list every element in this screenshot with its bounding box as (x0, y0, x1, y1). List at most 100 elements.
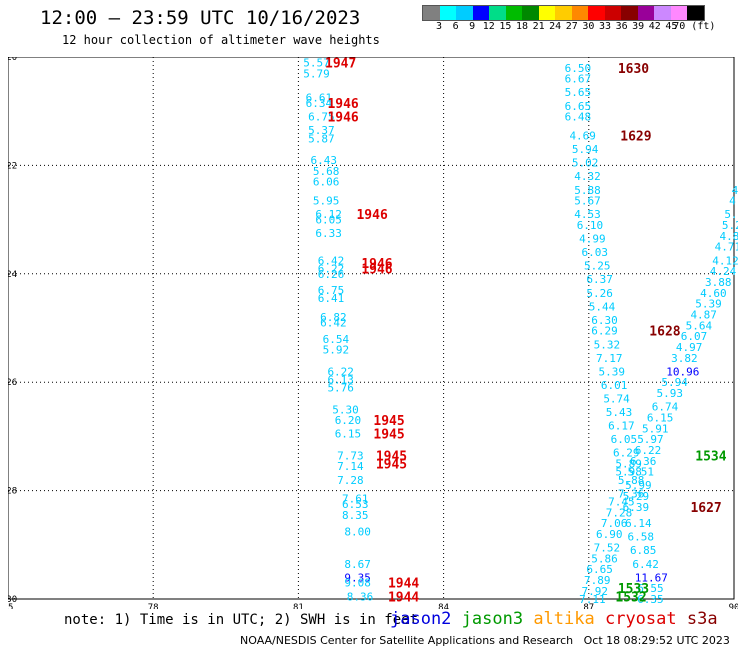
wave-height-label: 6.43 (311, 154, 338, 167)
color-scale-labels: 3 6 9 12 15 18 21 24 27 30 33 36 39 42 45 70 (ft) (0, 21, 740, 35)
wave-height-label: 8.00 (344, 525, 371, 538)
wave-height-label: 5.25 (584, 260, 611, 273)
wave-height-label: 7.17 (596, 352, 623, 365)
wave-height-label: 6.22 (327, 365, 354, 378)
wave-height-label: 5.37 (308, 124, 335, 137)
plot-frame (8, 57, 735, 600)
legend-label: 42 (648, 21, 661, 32)
satellite-jason2: jason2 (390, 609, 462, 629)
wave-height-label: 6.07 (681, 330, 708, 343)
wave-height-label: 6.29 (613, 447, 640, 460)
legend-label: 27 (565, 21, 578, 32)
wave-height-label: 7.06 (601, 517, 628, 530)
wave-height-label: 5.91 (642, 422, 669, 435)
wave-height-label: 5.74 (603, 392, 630, 405)
pass-time-label: 1946 (327, 97, 358, 112)
wave-height-label: 6.65 (586, 563, 613, 576)
wave-height-label: 5.76 (327, 382, 354, 395)
wave-height-label: 6.36 (630, 455, 657, 468)
pass-time-label: 1533 (618, 582, 649, 597)
wave-height-label: 5.29 (623, 490, 650, 503)
legend-label: 39 (632, 21, 645, 32)
legend-swatch (522, 6, 539, 20)
wave-height-label: 6.13 (327, 373, 354, 386)
y-tick-label: -26 (8, 378, 17, 388)
satellite-legend: jason2 jason3 altika cryosat s3a (390, 609, 718, 629)
wave-height-label: 7.61 (342, 493, 369, 506)
wave-height-label: 4.60 (700, 287, 727, 300)
wave-height-label: 5.95 (313, 195, 340, 208)
wave-height-label: 10.96 (666, 365, 699, 378)
wave-height-label: 3.82 (671, 352, 698, 365)
wave-height-label: 7.52 (594, 542, 621, 555)
wave-height-label: 6.35 (637, 593, 664, 606)
y-tick-label: -28 (8, 487, 17, 497)
wave-height-label: 3.88 (705, 276, 732, 289)
satellite-cryosat: cryosat (604, 609, 687, 629)
wave-height-label: 7.89 (584, 574, 611, 587)
wave-height-label: 5.98 (615, 466, 642, 479)
wave-height-label: 9.35 (344, 571, 371, 584)
wave-height-label: 5.39 (598, 365, 625, 378)
legend-label: 24 (549, 21, 562, 32)
wave-height-label: 4.5 (729, 195, 738, 208)
wave-height-label: 5.97 (637, 433, 664, 446)
wave-height-label: 6.90 (596, 528, 623, 541)
chart-title: 12:00 – 23:59 UTC 10/16/2023 (40, 7, 361, 29)
pass-time-label: 1945 (373, 428, 404, 443)
wave-height-label: 4.99 (579, 233, 606, 246)
y-tick-label: -30 (8, 595, 17, 605)
wave-height-label: 5.87 (308, 132, 335, 145)
wave-height-label: 6.55 (637, 582, 664, 595)
satellite-s3a: s3a (686, 609, 718, 629)
wave-height-label: 6.01 (601, 379, 628, 392)
wave-height-label: 6.42 (632, 558, 659, 571)
wave-height-label: 7.73 (337, 449, 364, 462)
wave-height-label: 6.20 (335, 414, 362, 427)
wave-height-label: 7.45 (608, 495, 635, 508)
satellite-altika: altika (533, 609, 605, 629)
satellite-jason3: jason3 (461, 609, 534, 629)
color-scale-legend (422, 5, 705, 21)
legend-label: 45 (665, 21, 678, 32)
pass-time-label: 1944 (388, 590, 419, 605)
wave-height-label: 6.06 (313, 176, 340, 189)
wave-height-label: 6.29 (591, 325, 618, 338)
wave-height-label: 6.61 (306, 92, 333, 105)
wave-height-label: 5.88 (618, 474, 645, 487)
wave-height-label: 6.75 (318, 284, 345, 297)
wave-height-label: 6.15 (647, 411, 674, 424)
wave-height-label: 5.92 (323, 344, 350, 357)
wave-height-label: 6.41 (318, 292, 345, 305)
wave-height-label: 6.33 (315, 227, 342, 240)
legend-swatch (654, 6, 671, 20)
wave-height-label: 5.94 (572, 143, 599, 156)
wave-height-label: 5.89 (615, 458, 642, 471)
wave-height-label: 4.8 (732, 184, 738, 197)
legend-swatch (621, 6, 638, 20)
wave-height-label: 7.11 (579, 593, 606, 606)
wave-height-label: 6.39 (623, 501, 650, 514)
wave-height-label: 5.68 (313, 165, 340, 178)
wave-height-label: 6.53 (342, 498, 369, 511)
wave-height-label: 4.71 (715, 241, 738, 254)
y-tick-label: -22 (8, 161, 17, 171)
wave-height-label: 5.64 (686, 319, 713, 332)
wave-height-label: 6.50 (565, 62, 592, 75)
wave-height-label: 6.67 (565, 73, 592, 86)
wave-height-label: 5.94 (661, 376, 688, 389)
pass-time-label: 1945 (376, 449, 407, 464)
legend-swatch (439, 6, 456, 20)
legend-swatch (489, 6, 506, 20)
pass-time-label: 1628 (649, 325, 680, 340)
wave-height-label: 6.30 (591, 314, 618, 327)
wave-height-label: 8.36 (347, 590, 374, 603)
wave-height-label: 5.27 (722, 219, 738, 232)
wave-height-label: 5.51 (628, 466, 655, 479)
legend-swatch (423, 6, 440, 20)
wave-height-label: 5.88 (574, 184, 601, 197)
wave-height-label: 11.67 (635, 571, 668, 584)
wave-height-label: 8.67 (344, 558, 371, 571)
pass-time-labels: 1947194619461946194619461945194519451945… (325, 57, 727, 605)
pass-time-label: 1627 (690, 501, 721, 516)
